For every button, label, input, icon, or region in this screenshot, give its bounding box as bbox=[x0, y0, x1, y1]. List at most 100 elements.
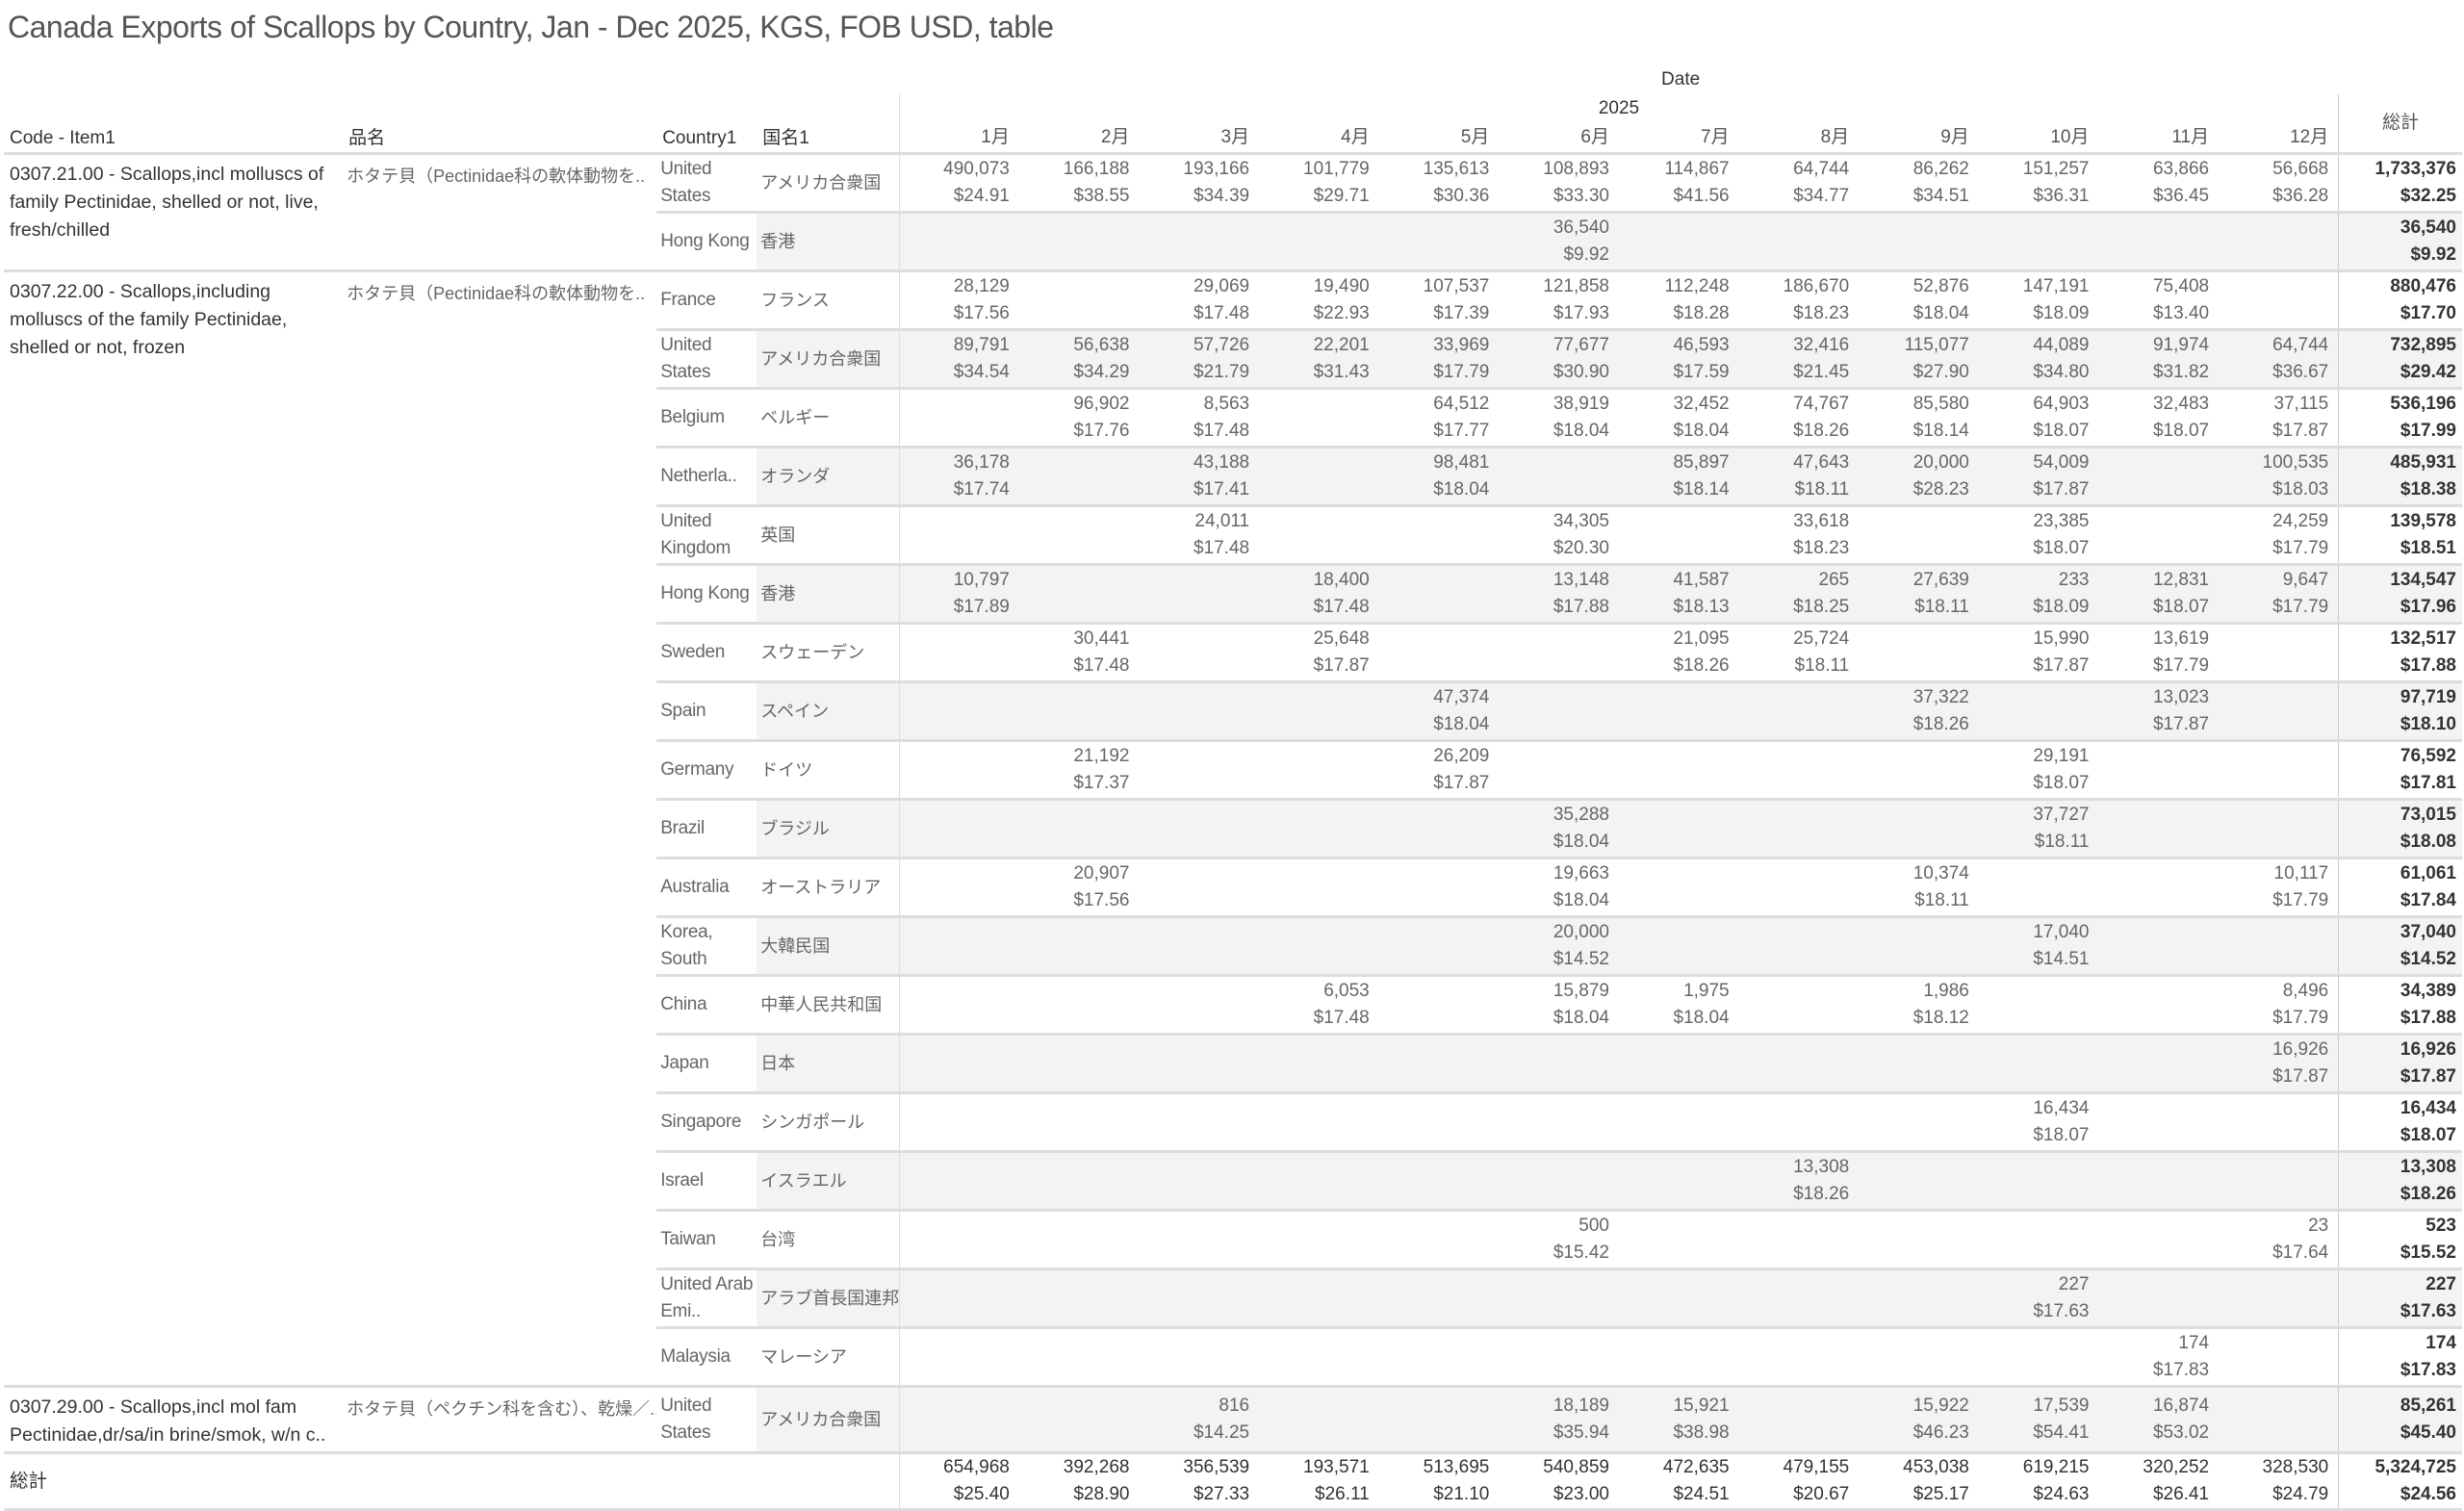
value-cell[interactable] bbox=[1018, 915, 1140, 976]
value-cell[interactable]: 1,986 $18.12 bbox=[1859, 974, 1979, 1035]
value-cell[interactable] bbox=[1259, 446, 1379, 506]
value-cell[interactable]: 64,744 $36.67 bbox=[2219, 328, 2339, 389]
value-cell[interactable] bbox=[898, 387, 1019, 448]
item-name-ja-cell[interactable]: ホタテ貝（Pectinidae科の軟体動物を.. bbox=[346, 166, 646, 186]
value-cell[interactable] bbox=[1139, 974, 1260, 1035]
value-cell[interactable]: 500 $15.42 bbox=[1499, 1209, 1619, 1269]
value-cell[interactable] bbox=[1978, 680, 2099, 741]
value-cell[interactable] bbox=[1018, 211, 1140, 271]
row-total-cell[interactable]: 13,308 $18.26 bbox=[2338, 1150, 2462, 1211]
value-cell[interactable]: 28,129 $17.56 bbox=[898, 269, 1019, 330]
value-cell[interactable]: 47,643 $18.11 bbox=[1738, 446, 1860, 506]
country-ja-cell[interactable]: フランス bbox=[757, 269, 900, 330]
value-cell[interactable] bbox=[1018, 1385, 1140, 1453]
value-cell[interactable]: 29,191 $18.07 bbox=[1978, 739, 2099, 800]
value-cell[interactable] bbox=[1259, 1209, 1379, 1269]
country-cell[interactable]: Japan bbox=[656, 1033, 757, 1093]
value-cell[interactable]: 392,268 $28.90 bbox=[1018, 1451, 1140, 1511]
value-cell[interactable] bbox=[1978, 1209, 2099, 1269]
country-cell[interactable]: United Kingdom bbox=[656, 504, 757, 565]
value-cell[interactable]: 23,385 $18.07 bbox=[1978, 504, 2099, 565]
value-cell[interactable]: 15,879 $18.04 bbox=[1499, 974, 1619, 1035]
month-header[interactable]: 10月 bbox=[1978, 123, 2099, 155]
value-cell[interactable] bbox=[898, 622, 1019, 682]
value-cell[interactable]: 96,902 $17.76 bbox=[1018, 387, 1140, 448]
value-cell[interactable] bbox=[898, 1091, 1019, 1152]
value-cell[interactable]: 34,305 $20.30 bbox=[1499, 504, 1619, 565]
value-cell[interactable] bbox=[1738, 1385, 1860, 1453]
value-cell[interactable] bbox=[1018, 1091, 1140, 1152]
value-cell[interactable] bbox=[898, 739, 1019, 800]
country-ja-cell[interactable]: シンガポール bbox=[757, 1091, 900, 1152]
country-cell[interactable]: Hong Kong bbox=[656, 563, 757, 624]
value-cell[interactable] bbox=[1499, 1033, 1619, 1093]
value-cell[interactable] bbox=[1259, 1385, 1379, 1453]
value-cell[interactable]: 54,009 $17.87 bbox=[1978, 446, 2099, 506]
row-total-cell[interactable]: 227 $17.63 bbox=[2338, 1268, 2462, 1328]
value-cell[interactable] bbox=[1378, 915, 1500, 976]
value-cell[interactable] bbox=[1738, 1033, 1860, 1093]
country-cell[interactable]: France bbox=[656, 269, 757, 330]
month-header[interactable]: 5月 bbox=[1378, 123, 1500, 155]
value-cell[interactable]: 22,201 $31.43 bbox=[1259, 328, 1379, 389]
country-ja-cell[interactable]: アメリカ合衆国 bbox=[760, 173, 882, 192]
value-cell[interactable]: 108,893 $33.30 bbox=[1499, 154, 1619, 213]
country-ja-header[interactable]: 国名1 bbox=[757, 123, 900, 155]
value-cell[interactable] bbox=[1738, 1091, 1860, 1152]
value-cell[interactable]: 15,922 $46.23 bbox=[1859, 1385, 1979, 1453]
country-cell[interactable]: Korea, South bbox=[656, 915, 757, 976]
value-cell[interactable]: 32,416 $21.45 bbox=[1738, 328, 1860, 389]
value-cell[interactable] bbox=[898, 857, 1019, 917]
value-cell[interactable] bbox=[1259, 1268, 1379, 1328]
value-cell[interactable]: 18,400 $17.48 bbox=[1259, 563, 1379, 624]
value-cell[interactable] bbox=[2219, 211, 2339, 271]
year-header[interactable]: 2025 bbox=[898, 94, 2339, 123]
value-cell[interactable]: 86,262 $34.51 bbox=[1859, 154, 1979, 213]
value-cell[interactable]: 32,452 $18.04 bbox=[1618, 387, 1739, 448]
month-header[interactable]: 8月 bbox=[1738, 123, 1860, 155]
value-cell[interactable] bbox=[1859, 1091, 1979, 1152]
value-cell[interactable] bbox=[1378, 563, 1500, 624]
value-cell[interactable]: 186,670 $18.23 bbox=[1738, 269, 1860, 330]
value-cell[interactable]: 38,919 $18.04 bbox=[1499, 387, 1619, 448]
value-cell[interactable]: 114,867 $41.56 bbox=[1619, 154, 1739, 213]
value-cell[interactable]: 17,040 $14.51 bbox=[1978, 915, 2099, 976]
value-cell[interactable] bbox=[1499, 1268, 1619, 1328]
month-header[interactable]: 6月 bbox=[1499, 123, 1619, 155]
value-cell[interactable]: 619,215 $24.63 bbox=[1978, 1451, 2099, 1511]
month-header[interactable]: 9月 bbox=[1859, 123, 1979, 155]
value-cell[interactable] bbox=[898, 1209, 1019, 1269]
value-cell[interactable] bbox=[1618, 211, 1739, 271]
row-total-cell[interactable]: 523 $15.52 bbox=[2338, 1209, 2462, 1269]
value-cell[interactable] bbox=[1139, 622, 1260, 682]
country-cell[interactable]: United States bbox=[656, 328, 757, 389]
value-cell[interactable] bbox=[898, 1385, 1019, 1453]
value-cell[interactable]: 26,209 $17.87 bbox=[1378, 739, 1500, 800]
value-cell[interactable] bbox=[1018, 798, 1140, 858]
value-cell[interactable] bbox=[1018, 446, 1140, 506]
row-total-cell[interactable]: 76,592 $17.81 bbox=[2338, 739, 2462, 800]
row-total-cell[interactable]: 16,434 $18.07 bbox=[2338, 1091, 2462, 1152]
value-cell[interactable] bbox=[2219, 622, 2339, 682]
row-total-cell[interactable]: 16,926 $17.87 bbox=[2338, 1033, 2462, 1093]
value-cell[interactable]: 101,779 $29.71 bbox=[1259, 154, 1379, 213]
value-cell[interactable]: 32,483 $18.07 bbox=[2098, 387, 2220, 448]
value-cell[interactable] bbox=[1378, 1033, 1500, 1093]
value-cell[interactable] bbox=[1859, 1209, 1979, 1269]
country-cell[interactable]: Australia bbox=[656, 857, 757, 917]
value-cell[interactable] bbox=[1139, 1268, 1260, 1328]
value-cell[interactable] bbox=[1618, 1268, 1739, 1328]
value-cell[interactable] bbox=[1738, 1268, 1860, 1328]
value-cell[interactable]: 265 $18.25 bbox=[1738, 563, 1860, 624]
month-header[interactable]: 4月 bbox=[1259, 123, 1379, 155]
value-cell[interactable] bbox=[1859, 915, 1979, 976]
value-cell[interactable] bbox=[2098, 974, 2220, 1035]
value-cell[interactable]: 121,858 $17.93 bbox=[1499, 269, 1619, 330]
value-cell[interactable] bbox=[2098, 1268, 2220, 1328]
value-cell[interactable]: 20,000 $14.52 bbox=[1499, 915, 1619, 976]
country-ja-cell[interactable]: スウェーデン bbox=[757, 622, 900, 682]
value-cell[interactable] bbox=[2219, 739, 2339, 800]
country-ja-cell[interactable]: アメリカ合衆国 bbox=[757, 1385, 900, 1453]
value-cell[interactable] bbox=[1618, 504, 1739, 565]
country-ja-cell[interactable]: オーストラリア bbox=[757, 857, 900, 917]
